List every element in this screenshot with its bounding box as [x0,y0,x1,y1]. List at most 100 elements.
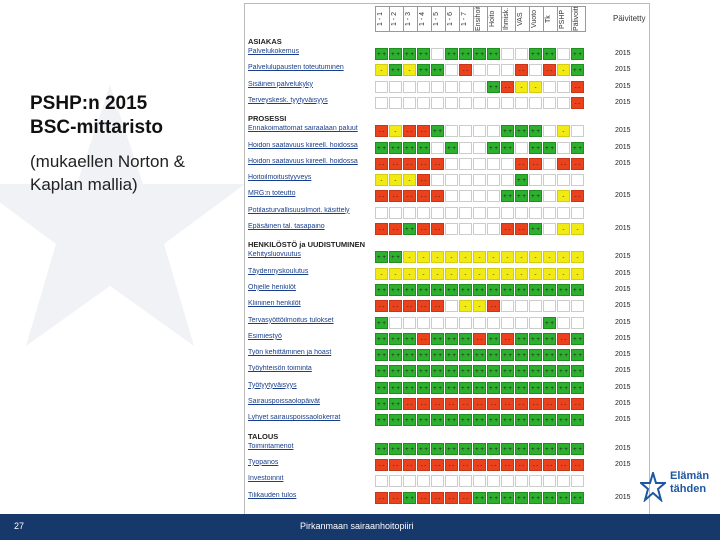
status-cell: + + [417,381,430,394]
status-cell: + + [403,442,416,455]
status-cell: + + [431,414,444,427]
metric-link[interactable]: Kehitysluovuutus [248,251,301,259]
status-cell: - - [571,80,584,93]
section-label: PROSESSI [248,114,287,124]
metric-link[interactable]: Sisäinen palvelukyky [248,80,313,88]
status-cell [473,174,486,187]
metric-link[interactable]: Tilikauden tulos [248,491,297,499]
column-header: Hoito [487,6,502,32]
metric-link[interactable]: Kliininen henkilöt [248,300,301,308]
status-cell: + + [459,365,472,378]
status-cell: - - [375,125,388,138]
section-header-row: ASIAKAS [245,34,649,51]
updated-year: 2015 [615,82,631,90]
status-cell: + + [529,125,542,138]
table-row: Ennakoimattomat sairaalaan paluut - --- -… [245,123,649,140]
status-cell: + + [501,442,514,455]
status-cell [403,475,416,488]
status-cell: - - [501,223,514,235]
status-cell: - [417,267,430,280]
status-cell: - - [473,332,486,345]
status-cell: - [543,251,556,264]
metric-link[interactable]: Ennakoimattomat sairaalaan paluut [248,125,358,133]
status-cell: - - [431,398,444,410]
page-number: 27 [14,521,25,531]
metric-link[interactable]: Sairauspoissaolopäivät [248,398,320,405]
metric-link[interactable]: Terveyskesk. tyytyväisyys [248,96,328,104]
status-cell: - [571,251,584,264]
status-cell: - - [501,458,514,471]
status-cell [543,223,556,235]
table-row: Hoidon saatavuus kiireell. hoidossa - -- … [245,156,649,173]
column-header: Ihmisk. [501,6,516,32]
metric-link[interactable]: Toimintamenot [248,442,294,450]
metric-link[interactable]: Investoinnit [248,475,284,483]
metric-link[interactable]: Työn kehittäminen ja hoast [248,349,332,357]
status-cell: - - [431,190,444,203]
table-row: Työyhteisön toiminta + + + + + + + + + + + + + … [245,363,649,380]
status-cell [445,300,458,313]
status-cell: - [571,267,584,280]
status-cell [389,96,402,109]
status-cell: + + [403,381,416,394]
status-cell: - - [571,398,584,410]
metric-link[interactable]: Lyhyet sairauspoissaolokerrat [248,414,341,422]
status-cell: + + [487,491,500,504]
status-cell: + + [501,283,514,296]
status-cell: + + [557,414,570,427]
status-cell: - - [417,174,430,187]
status-cell: - - [445,491,458,504]
status-cell: - [473,267,486,280]
table-row: Tervasyöttöilmoitus tulokset + + + + 2015 [245,315,649,332]
metric-link[interactable]: Työyhteisön toiminta [248,365,312,373]
metric-link[interactable]: MRG:n toteutto [248,190,296,198]
metric-link[interactable]: Ohjelle henkilöt [248,283,296,291]
status-cell: - - [389,491,402,504]
metric-link[interactable]: Tyopanos [248,458,279,466]
metric-link[interactable]: Esimiestyö [248,332,282,340]
status-cell: + + [417,365,430,378]
status-cell: + + [389,365,402,378]
status-cell: + + [501,349,514,362]
status-cell: - [459,267,472,280]
status-cell [445,475,458,488]
table-row: Tilikauden tulos - -- - + + - -- -- -- - + +… [245,490,649,507]
column-header: Ensihoito [473,6,488,32]
metric-link[interactable]: Täydennyskoulutus [248,267,309,275]
status-cell: + + [571,283,584,296]
status-cell [445,96,458,109]
metric-link[interactable]: Palvelulupausten toteutuminen [248,64,344,72]
status-cell [431,80,444,93]
metric-link[interactable]: Potilasturvallisuusilmoit. käsittely [248,206,350,214]
status-cell [445,206,458,219]
status-cell [501,300,514,313]
metric-link[interactable]: Tervasyöttöilmoitus tulokset [248,316,334,324]
metric-link[interactable]: Epäsäinen tal. tasapaino [248,223,325,230]
status-cell: + + [557,283,570,296]
status-cell: + + [557,491,570,504]
updated-year: 2015 [615,225,631,232]
status-cell: + + [487,381,500,394]
metric-link[interactable]: Hoidon saatavuus kiireell. hoidossa [248,141,358,149]
metric-link[interactable]: Työtyytyväisyys [248,381,297,389]
metric-link[interactable]: Palvelukokemus [248,48,299,55]
status-cell: + + [473,442,486,455]
status-cell: + + [375,48,388,60]
status-cell: + + [417,48,430,60]
status-cell: - - [417,300,430,313]
status-cell [431,48,444,60]
status-cell [445,125,458,138]
status-cell: - [389,125,402,138]
status-cell: - - [501,332,514,345]
status-cell: - - [557,157,570,170]
metric-link[interactable]: Hoitoilmoitustyyveys [248,174,312,182]
status-cell: + + [571,48,584,60]
column-header: 1 - 2 [389,6,404,32]
status-cell: - - [417,190,430,203]
status-cell: - [557,223,570,235]
status-cell: - [431,267,444,280]
table-row: Kehitysluovuutus + + + + - - - - - - - - - - - - -2015 [245,249,649,266]
status-cell: - - [515,64,528,77]
metric-link[interactable]: Hoidon saatavuus kiireell. hoidossa [248,157,358,165]
elaman-tahden-logo: Elämän tähden [640,468,720,508]
